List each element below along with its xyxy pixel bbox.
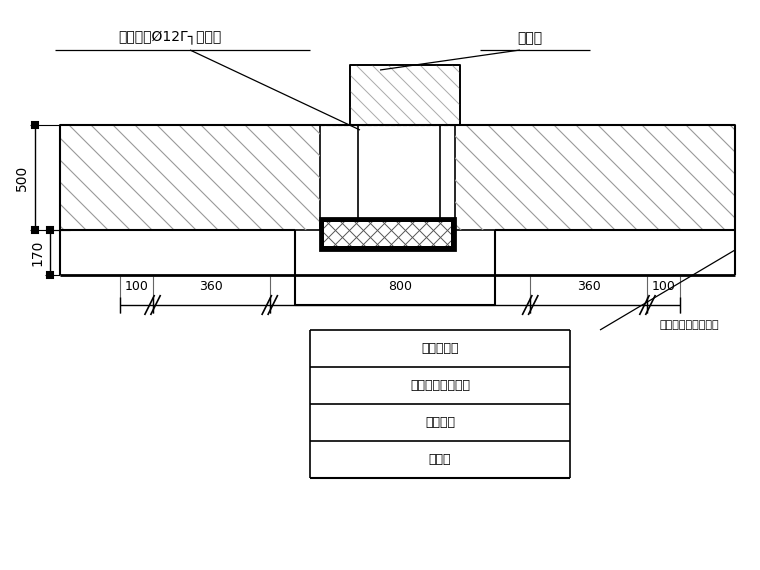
PathPatch shape <box>324 222 451 246</box>
Text: 170: 170 <box>30 239 44 266</box>
Text: 800: 800 <box>388 280 412 294</box>
Bar <box>324 222 451 246</box>
Text: 附加双向Ø12Γ┐型盖筋: 附加双向Ø12Γ┐型盖筋 <box>119 31 222 45</box>
PathPatch shape <box>350 65 460 125</box>
Text: 100: 100 <box>652 280 676 294</box>
Text: 500: 500 <box>15 164 29 190</box>
Polygon shape <box>455 125 735 230</box>
Polygon shape <box>60 230 735 305</box>
Polygon shape <box>60 125 735 230</box>
Text: 砼垫层: 砼垫层 <box>429 453 451 466</box>
Text: 先浇与底板同标号砼: 先浇与底板同标号砼 <box>660 320 720 330</box>
PathPatch shape <box>60 125 320 230</box>
Text: 100: 100 <box>125 280 148 294</box>
Polygon shape <box>350 65 460 125</box>
Text: 360: 360 <box>199 280 223 294</box>
Bar <box>320 218 455 250</box>
Text: 360: 360 <box>577 280 600 294</box>
Text: 混凝土底板: 混凝土底板 <box>421 342 459 355</box>
Text: 外贴式橡胶止水带: 外贴式橡胶止水带 <box>410 379 470 392</box>
Polygon shape <box>60 125 320 230</box>
PathPatch shape <box>455 125 735 230</box>
PathPatch shape <box>324 222 451 246</box>
Text: 防水卷材: 防水卷材 <box>425 416 455 429</box>
Text: 铅丝网: 铅丝网 <box>518 31 543 45</box>
